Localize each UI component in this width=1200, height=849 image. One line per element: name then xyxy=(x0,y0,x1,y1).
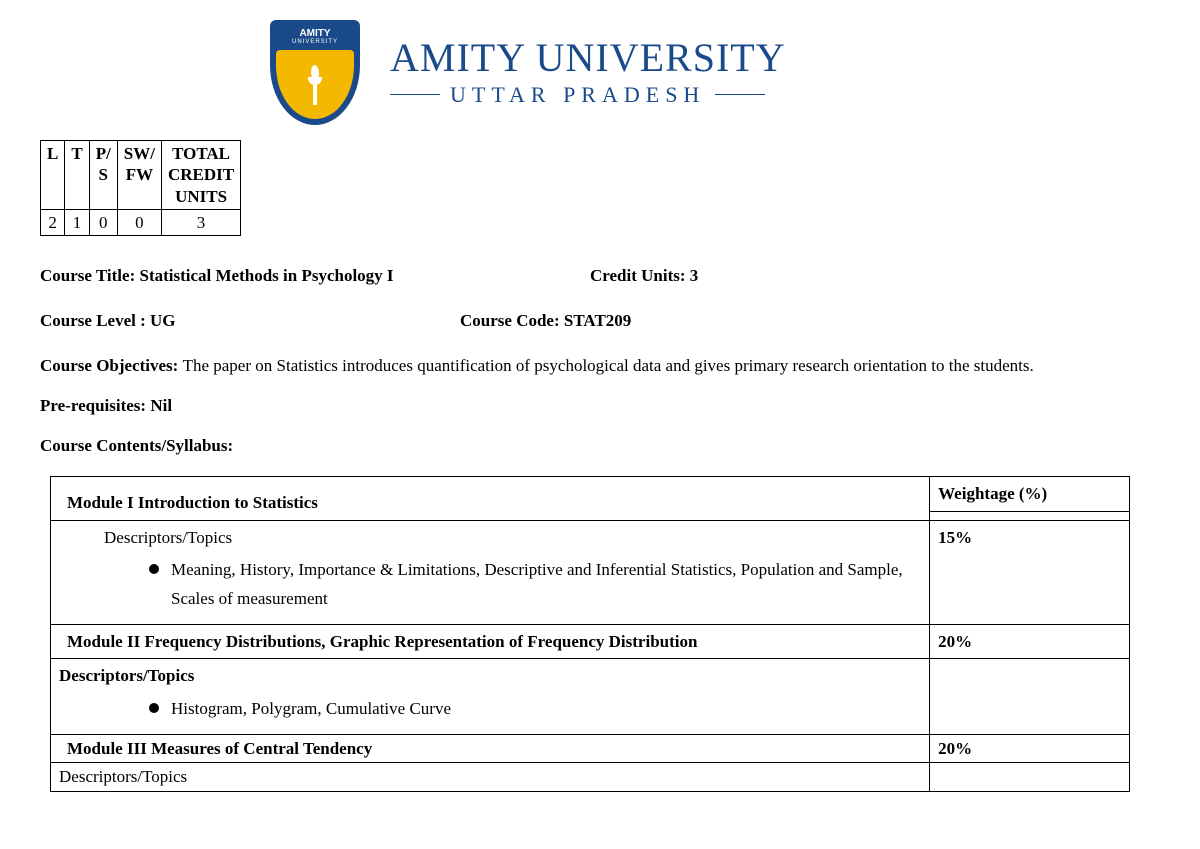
module-weight: 20% xyxy=(930,734,1130,763)
divider-line xyxy=(715,94,765,95)
topic-item: Meaning, History, Importance & Limitatio… xyxy=(149,556,921,614)
objectives-text: The paper on Statistics introduces quant… xyxy=(183,356,1034,375)
module-title: Module I Introduction to Statistics xyxy=(59,493,318,512)
descriptors-label: Descriptors/Topics xyxy=(51,763,930,792)
descriptors-label: Descriptors/Topics xyxy=(59,663,921,689)
topics-list: Histogram, Polygram, Cumulative Curve xyxy=(149,695,921,724)
logo-banner-subtext: UNIVERSITY xyxy=(278,39,352,46)
cell-total: 3 xyxy=(161,209,240,235)
col-header-swfw: SW/FW xyxy=(117,141,161,210)
prereq-text: Nil xyxy=(150,396,172,415)
course-title-row: Course Title: Statistical Methods in Psy… xyxy=(40,266,1160,286)
col-header-ps: P/S xyxy=(89,141,117,210)
col-header-t: T xyxy=(65,141,89,210)
empty-cell xyxy=(930,511,1130,520)
col-header-total: TOTALCREDITUNITS xyxy=(161,141,240,210)
cell-t: 1 xyxy=(65,209,89,235)
credit-units-label: Credit Units: xyxy=(590,266,690,285)
course-title-label: Course Title: xyxy=(40,266,139,285)
module-title: Module II Frequency Distributions, Graph… xyxy=(59,632,697,651)
university-name: AMITY UNIVERSITY xyxy=(390,38,786,78)
prereq-label: Pre-requisites: xyxy=(40,396,150,415)
col-header-l: L xyxy=(41,141,65,210)
weightage-header: Weightage (%) xyxy=(930,477,1130,512)
contents-heading: Course Contents/Syllabus: xyxy=(40,436,1160,456)
descriptors-label: Descriptors/Topics xyxy=(59,525,921,551)
divider-line xyxy=(390,94,440,95)
torch-icon xyxy=(308,65,322,105)
course-code-label: Course Code: xyxy=(460,311,564,330)
syllabus-table: Module I Introduction to Statistics Weig… xyxy=(50,476,1130,792)
university-logo: AMITY UNIVERSITY xyxy=(270,20,360,125)
credit-units-value: 3 xyxy=(690,266,699,285)
table-row: Descriptors/Topics xyxy=(51,763,1130,792)
table-row: Descriptors/Topics Histogram, Polygram, … xyxy=(51,659,1130,734)
empty-cell xyxy=(930,659,1130,734)
objectives-label: Course Objectives: xyxy=(40,356,183,375)
course-level-label: Course Level : xyxy=(40,311,150,330)
credit-units-table: L T P/S SW/FW TOTALCREDITUNITS 2 1 0 0 3 xyxy=(40,140,241,236)
table-row: 2 1 0 0 3 xyxy=(41,209,241,235)
logo-banner-text: AMITY xyxy=(278,28,352,39)
prerequisites: Pre-requisites: Nil xyxy=(40,396,1160,416)
course-title: Statistical Methods in Psychology I xyxy=(139,266,393,285)
cell-l: 2 xyxy=(41,209,65,235)
empty-cell xyxy=(930,763,1130,792)
university-text-block: AMITY UNIVERSITY UTTAR PRADESH xyxy=(390,38,786,108)
course-code: STAT209 xyxy=(564,311,631,330)
cell-ps: 0 xyxy=(89,209,117,235)
module-weight: 15% xyxy=(930,520,1130,624)
module-weight: 20% xyxy=(930,624,1130,659)
table-row: Descriptors/Topics Meaning, History, Imp… xyxy=(51,520,1130,624)
university-subtitle: UTTAR PRADESH xyxy=(450,82,705,108)
table-row: Module I Introduction to Statistics Weig… xyxy=(51,477,1130,512)
module-title: Module III Measures of Central Tendency xyxy=(59,739,372,758)
cell-swfw: 0 xyxy=(117,209,161,235)
header: AMITY UNIVERSITY AMITY UNIVERSITY UTTAR … xyxy=(270,20,1160,125)
course-level: UG xyxy=(150,311,176,330)
page: AMITY UNIVERSITY AMITY UNIVERSITY UTTAR … xyxy=(0,0,1200,832)
topics-list: Meaning, History, Importance & Limitatio… xyxy=(149,556,921,614)
topic-item: Histogram, Polygram, Cumulative Curve xyxy=(149,695,921,724)
course-objectives: Course Objectives: The paper on Statisti… xyxy=(40,356,1160,376)
table-row: L T P/S SW/FW TOTALCREDITUNITS xyxy=(41,141,241,210)
table-row: Module III Measures of Central Tendency … xyxy=(51,734,1130,763)
table-row: Module II Frequency Distributions, Graph… xyxy=(51,624,1130,659)
course-level-row: Course Level : UG Course Code: STAT209 xyxy=(40,311,1160,331)
